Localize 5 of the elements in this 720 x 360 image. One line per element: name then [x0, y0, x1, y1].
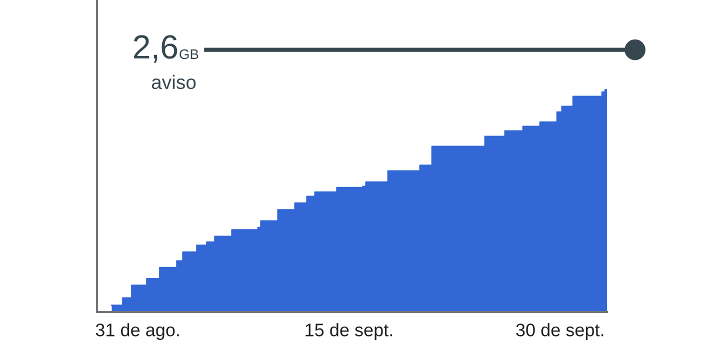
- x-tick-label: 15 de sept.: [306, 323, 392, 340]
- text: aviso: [152, 74, 196, 90]
- x-tick-label: 30 de sept.: [516, 323, 604, 340]
- ref-line-label: 2,6GB: [134, 35, 198, 63]
- x-tick-label: 31 de ago.: [96, 323, 179, 340]
